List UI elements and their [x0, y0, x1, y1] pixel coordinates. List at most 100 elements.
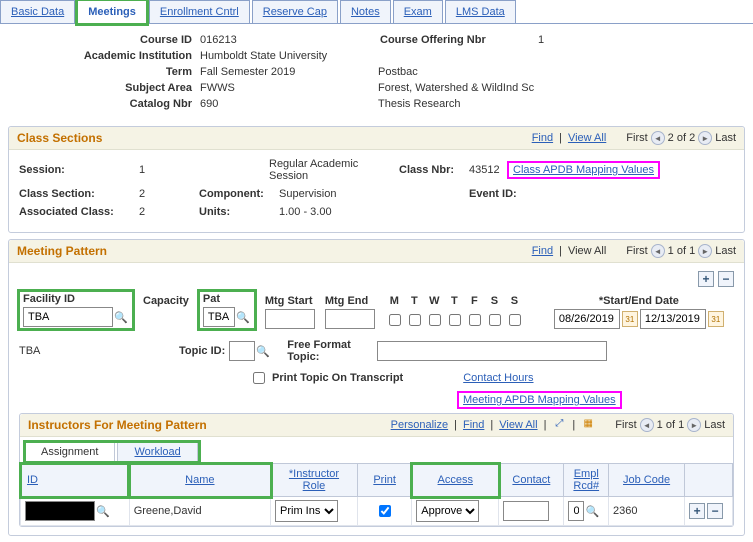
day-t1-checkbox[interactable] [409, 314, 421, 326]
mp-del-row-button[interactable]: − [718, 271, 734, 287]
mtg-end-label: Mtg End [325, 295, 375, 307]
instructors-section: Instructors For Meeting Pattern Personal… [19, 413, 734, 527]
day-s2-checkbox[interactable] [509, 314, 521, 326]
day-s1-label: S [491, 295, 498, 309]
start-date-calendar-icon[interactable]: 31 [622, 311, 638, 327]
day-w-checkbox[interactable] [429, 314, 441, 326]
empl-rcd-lookup-icon[interactable]: 🔍 [584, 503, 600, 519]
tab-lms-data[interactable]: LMS Data [445, 0, 516, 23]
mp-last-label: Last [715, 245, 736, 257]
col-access[interactable]: Access [412, 464, 499, 497]
instructor-role-select[interactable]: Prim Ins [275, 500, 338, 522]
cs-find-link[interactable]: Find [532, 132, 553, 144]
print-topic-label: Print Topic On Transcript [272, 372, 403, 384]
ins-next-button[interactable]: ► [687, 418, 701, 432]
col-print[interactable]: Print [357, 464, 411, 497]
empl-rcd-input[interactable] [568, 501, 584, 521]
mp-find-link[interactable]: Find [532, 245, 553, 257]
catalog-nbr-value: 690 [200, 98, 370, 110]
term2-value: Postbac [370, 66, 418, 78]
facility-id-label: Facility ID [23, 293, 129, 305]
cs-view-all-link[interactable]: View All [568, 132, 606, 144]
day-s1-checkbox[interactable] [489, 314, 501, 326]
assoc-class-value: 2 [139, 206, 169, 218]
academic-institution-label: Academic Institution [10, 50, 200, 62]
end-date-input[interactable] [640, 309, 706, 329]
pat-input[interactable] [203, 307, 235, 327]
tab-enrollment-cntrl[interactable]: Enrollment Cntrl [149, 0, 250, 23]
topic-id-input[interactable] [229, 341, 255, 361]
subject-area-label: Subject Area [10, 82, 200, 94]
tab-basic-data[interactable]: Basic Data [0, 0, 75, 23]
instructors-title: Instructors For Meeting Pattern [28, 418, 207, 432]
session-desc: Regular Academic Session [169, 158, 399, 182]
mp-next-button[interactable]: ► [698, 244, 712, 258]
col-contact[interactable]: Contact [499, 464, 564, 497]
day-w-label: W [429, 295, 439, 309]
ins-view-all-link[interactable]: View All [499, 419, 537, 431]
contact-hours-link[interactable]: Contact Hours [463, 372, 533, 384]
print-topic-checkbox[interactable] [253, 372, 265, 384]
col-id[interactable]: ID [21, 464, 130, 497]
ins-find-link[interactable]: Find [463, 419, 484, 431]
row-del-button[interactable]: − [707, 503, 723, 519]
cs-prev-button[interactable]: ◄ [651, 131, 665, 145]
cs-first-label: First [626, 132, 647, 144]
meeting-apdb-mapping-link[interactable]: Meeting APDB Mapping Values [459, 393, 620, 407]
free-format-topic-input[interactable] [377, 341, 607, 361]
pat-lookup-icon[interactable]: 🔍 [235, 309, 251, 325]
tab-notes[interactable]: Notes [340, 0, 391, 23]
zoom-icon[interactable]: ⤢ [552, 418, 566, 432]
meeting-pattern-nav: Find | View All First ◄ 1 of 1 ► Last [532, 244, 736, 258]
cs-last-label: Last [715, 132, 736, 144]
component-label: Component: [169, 188, 279, 200]
col-instructor-role[interactable]: *Instructor Role [271, 464, 358, 497]
job-code-value: 2360 [609, 497, 685, 526]
access-select[interactable]: Approve [416, 500, 479, 522]
class-sections-section: Class Sections Find | View All First ◄ 2… [8, 126, 745, 233]
mtg-end-input[interactable] [325, 309, 375, 329]
end-date-calendar-icon[interactable]: 31 [708, 311, 724, 327]
download-icon[interactable]: ▦ [581, 418, 595, 432]
cs-next-button[interactable]: ► [698, 131, 712, 145]
ins-personalize-link[interactable]: Personalize [391, 419, 448, 431]
col-name[interactable]: Name [129, 464, 270, 497]
instructor-id-input[interactable] [25, 501, 95, 521]
tab-reserve-cap[interactable]: Reserve Cap [252, 0, 338, 23]
ins-prev-button[interactable]: ◄ [640, 418, 654, 432]
row-add-button[interactable]: + [689, 503, 705, 519]
tab-exam[interactable]: Exam [393, 0, 443, 23]
print-checkbox[interactable] [379, 505, 391, 517]
catalog-nbr-label: Catalog Nbr [10, 98, 200, 110]
facility-id-input[interactable] [23, 307, 113, 327]
day-m-checkbox[interactable] [389, 314, 401, 326]
class-section-value: 2 [139, 188, 169, 200]
start-date-input[interactable] [554, 309, 620, 329]
academic-institution-value: Humboldt State University [200, 50, 530, 62]
mp-prev-button[interactable]: ◄ [651, 244, 665, 258]
topic-id-lookup-icon[interactable]: 🔍 [255, 343, 271, 359]
free-format-topic-label: Free Format Topic: [287, 339, 377, 363]
subtab-workload[interactable]: Workload [117, 441, 197, 462]
class-nbr-label: Class Nbr: [399, 164, 469, 176]
class-apdb-mapping-link[interactable]: Class APDB Mapping Values [509, 163, 658, 177]
course-summary: Course ID 016213 Course Offering Nbr 1 A… [0, 24, 753, 120]
tab-meetings[interactable]: Meetings [77, 0, 147, 24]
col-empl-rcd[interactable]: Empl Rcd# [564, 464, 609, 497]
mp-add-row-button[interactable]: + [698, 271, 714, 287]
mtg-start-input[interactable] [265, 309, 315, 329]
capacity-label: Capacity [143, 295, 189, 307]
mp-first-label: First [626, 245, 647, 257]
course-offering-nbr-label: Course Offering Nbr [370, 34, 530, 46]
day-f-checkbox[interactable] [469, 314, 481, 326]
course-id-value: 016213 [200, 34, 370, 46]
day-t2-checkbox[interactable] [449, 314, 461, 326]
instructor-id-lookup-icon[interactable]: 🔍 [95, 503, 111, 519]
subtab-assignment[interactable]: Assignment [24, 441, 115, 463]
cs-pager: 2 of 2 [668, 132, 696, 144]
day-checkboxes: M T W T F S S [385, 295, 524, 329]
meeting-pattern-title: Meeting Pattern [17, 244, 107, 258]
contact-input[interactable] [503, 501, 549, 521]
col-job-code[interactable]: Job Code [609, 464, 685, 497]
facility-id-lookup-icon[interactable]: 🔍 [113, 309, 129, 325]
